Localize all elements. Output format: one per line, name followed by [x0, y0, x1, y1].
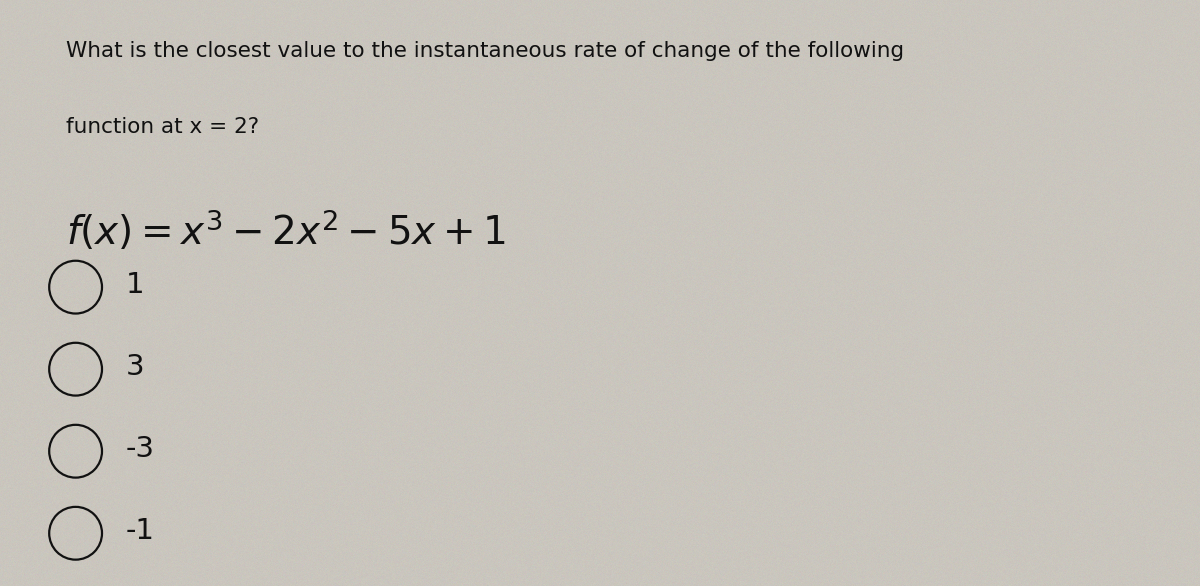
Text: 3: 3 [126, 353, 145, 381]
Text: What is the closest value to the instantaneous rate of change of the following: What is the closest value to the instant… [66, 41, 904, 61]
Text: -3: -3 [126, 435, 155, 463]
Text: 1: 1 [126, 271, 145, 299]
Text: -1: -1 [126, 517, 155, 545]
Text: $f(x) = x^3 - 2x^2 - 5x + 1$: $f(x) = x^3 - 2x^2 - 5x + 1$ [66, 208, 505, 253]
Text: function at x = 2?: function at x = 2? [66, 117, 259, 137]
